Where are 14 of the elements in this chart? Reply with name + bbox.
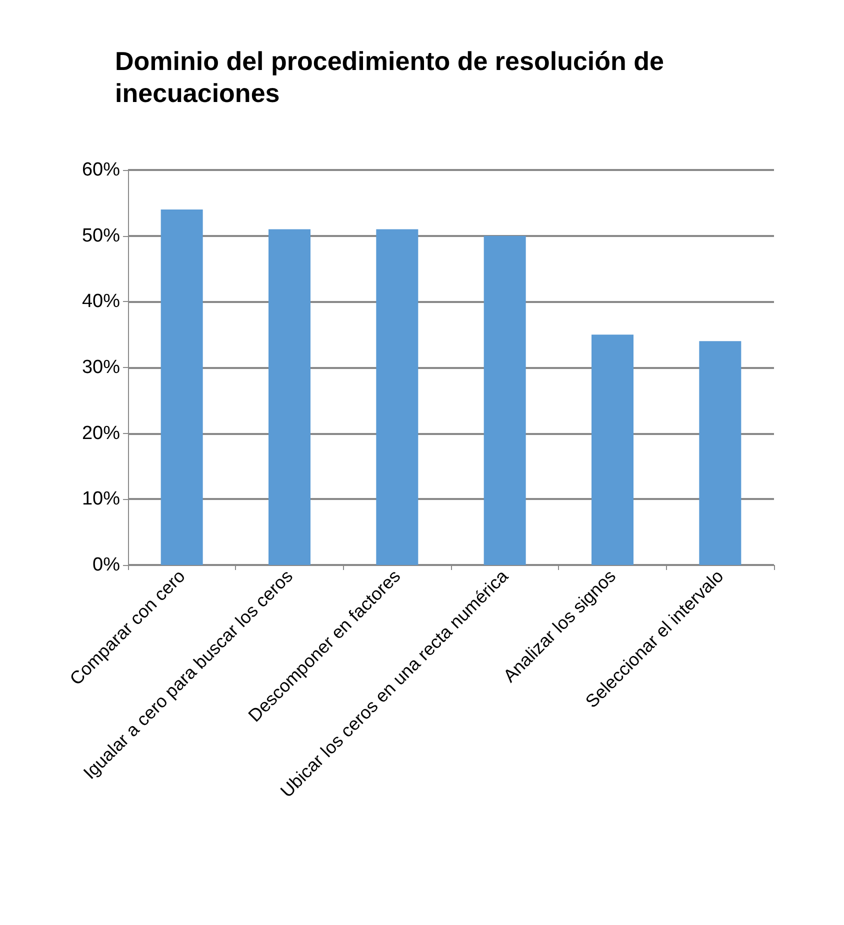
bar <box>376 229 418 565</box>
bar <box>268 229 310 565</box>
bar <box>592 334 634 565</box>
y-tick-label: 40% <box>82 291 120 312</box>
bar <box>699 341 742 565</box>
y-tick-label: 0% <box>92 554 120 576</box>
y-tick-label: 50% <box>82 225 120 246</box>
y-tick-label: 10% <box>82 488 120 510</box>
chart-title: Dominio del procedimiento de resolución de inecuaciones <box>115 46 672 108</box>
y-tick-label: 60% <box>82 160 120 180</box>
y-tick-label: 20% <box>82 422 120 444</box>
bar <box>160 210 203 565</box>
bar <box>484 236 526 565</box>
y-tick-label: 30% <box>82 357 120 378</box>
